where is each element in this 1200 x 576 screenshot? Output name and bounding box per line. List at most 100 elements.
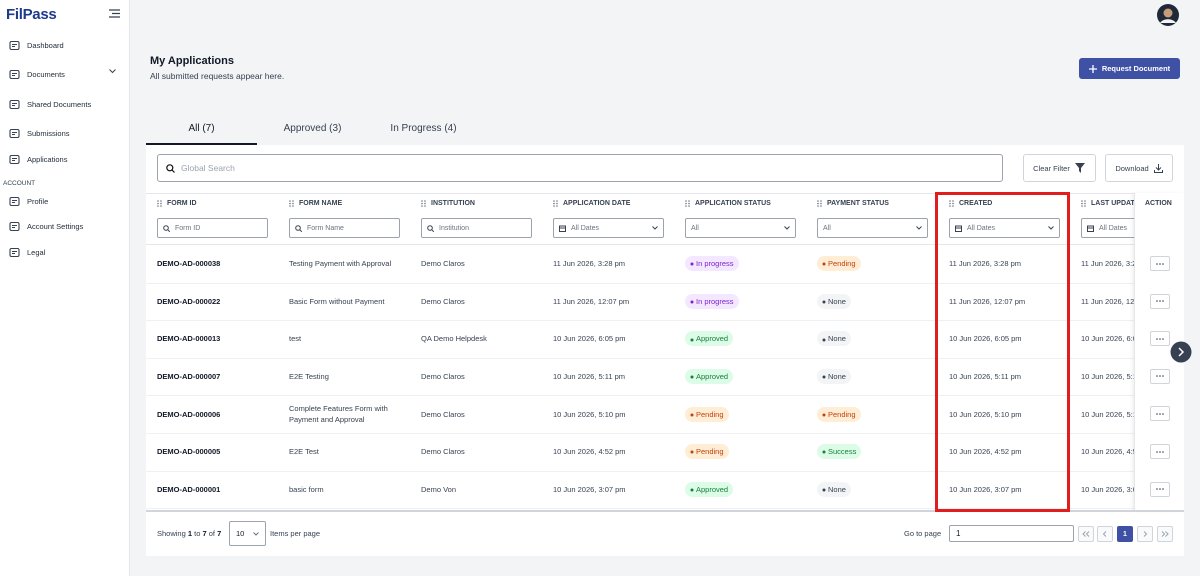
next-page-button[interactable]: [1137, 526, 1153, 542]
status-label: None: [828, 296, 846, 306]
status-badge: Pending: [817, 406, 861, 422]
scroll-right-button[interactable]: [1170, 341, 1192, 363]
column-filter[interactable]: All Dates: [553, 218, 664, 238]
table-cell: Demo Von: [421, 471, 533, 509]
per-page-select[interactable]: 10: [229, 521, 266, 546]
table-cell: In progress: [685, 245, 797, 283]
column-filter[interactable]: All Dates: [949, 218, 1060, 238]
cell-text: DEMO-AD-000006: [157, 409, 221, 419]
filter-placeholder: Form ID: [175, 224, 201, 232]
global-search[interactable]: Global Search: [157, 154, 1003, 182]
showing-part: Showing: [157, 529, 188, 538]
action-button[interactable]: [1150, 331, 1170, 347]
tab[interactable]: Approved (3): [283, 122, 342, 134]
showing-part: 7: [217, 529, 222, 538]
status-dot: [690, 488, 694, 492]
cell-text: DEMO-AD-000022: [157, 296, 221, 306]
status-dot: [822, 375, 826, 379]
search-icon: [163, 224, 170, 232]
sidebar: FilPass Dashboard Documents Shared Documen…: [0, 0, 130, 576]
goto-label: Go to page: [904, 529, 942, 538]
column-filter[interactable]: Form ID: [157, 218, 268, 238]
more-icon: [1156, 375, 1164, 378]
nav-icon: [9, 128, 20, 139]
nav-item[interactable]: Profile: [9, 196, 48, 207]
filter-placeholder: All Dates: [1099, 224, 1128, 232]
cell-text: Demo Claros: [421, 296, 465, 306]
tab[interactable]: In Progress (4): [390, 122, 457, 134]
table-cell: Demo Claros: [421, 245, 533, 283]
table-cell: DEMO-AD-000005: [157, 433, 269, 471]
page-button[interactable]: 1: [1117, 526, 1133, 542]
nav-label: Profile: [27, 197, 49, 206]
cell-text: Demo Von: [421, 484, 457, 494]
button-label: Clear Filter: [1033, 163, 1070, 173]
nav-item[interactable]: Submissions: [9, 128, 70, 139]
column-filter[interactable]: All: [817, 218, 928, 238]
cell-text: 10 Jun 2026, 3:07 pm: [553, 484, 626, 494]
avatar[interactable]: [1157, 4, 1179, 26]
nav-item[interactable]: Applications: [9, 154, 67, 165]
column-label: INSTITUTION: [431, 200, 475, 207]
row-divider: [146, 508, 1134, 510]
nav-label: Submissions: [27, 129, 70, 138]
action-button[interactable]: [1150, 444, 1170, 459]
table-cell: Approved: [685, 471, 797, 509]
showing-part: of: [206, 529, 218, 538]
cell-text: Demo Claros: [421, 259, 465, 269]
status-dot: [690, 262, 694, 266]
action-button[interactable]: [1150, 481, 1170, 497]
nav-label: Applications: [27, 155, 68, 164]
table-cell: DEMO-AD-000013: [157, 320, 269, 358]
action-button[interactable]: [1150, 256, 1170, 271]
table-cell: basic form: [289, 471, 401, 509]
per-page-label: Items per page: [270, 529, 321, 538]
nav-item[interactable]: Documents: [9, 69, 116, 80]
table-cell: Pending: [817, 395, 929, 433]
page-title: My Applications: [150, 55, 234, 67]
first-icon: [1082, 531, 1090, 537]
menu-toggle[interactable]: [109, 9, 120, 18]
table-cell: Pending: [685, 395, 797, 433]
download-button[interactable]: Download: [1105, 154, 1173, 182]
goto-input[interactable]: 1: [949, 525, 1074, 542]
filter-placeholder: All Dates: [571, 224, 600, 232]
table-cell: DEMO-AD-000001: [157, 471, 269, 509]
status-badge: None: [817, 293, 851, 309]
table-top-border: [146, 193, 1184, 194]
showing-part: 1: [187, 529, 193, 538]
cell-text: 10 Jun 2026, 5:11 pm: [553, 372, 625, 382]
nav-item[interactable]: Dashboard: [9, 40, 64, 51]
nav-section: ACCOUNT: [3, 180, 36, 187]
column-header: CREATED: [949, 200, 992, 207]
nav-icon: [9, 99, 20, 110]
nav-item[interactable]: Account Settings: [9, 221, 83, 232]
last-page-button[interactable]: [1157, 526, 1173, 542]
cell-text: 11 Jun 2026, 3:28 pm: [949, 259, 1021, 269]
action-button[interactable]: [1150, 293, 1170, 309]
table-scroll: FORM ID Form ID FORM NAME Form Name INSTITUT…: [146, 193, 1134, 511]
table-panel: [146, 145, 1184, 556]
cell-text: 10 Jun 2026, 4:52 pm: [949, 447, 1022, 457]
table-cell: Success: [817, 433, 929, 471]
table-cell: Basic Form without Payment: [289, 283, 401, 321]
filter-placeholder: Institution: [439, 224, 469, 232]
clear-filter-button[interactable]: Clear Filter: [1023, 154, 1096, 182]
nav-item[interactable]: Legal: [9, 247, 45, 258]
status-label: Pending: [828, 409, 856, 419]
column-filter[interactable]: Institution: [421, 218, 532, 238]
action-button[interactable]: [1150, 368, 1170, 384]
column-header: APPLICATION STATUS: [685, 200, 771, 207]
nav-item[interactable]: Shared Documents: [9, 99, 91, 110]
request-document-button[interactable]: Request Document: [1079, 58, 1180, 79]
cell-text: 10 Jun 2026, 4:52 pm: [553, 447, 626, 457]
prev-page-button[interactable]: [1097, 526, 1113, 542]
action-button[interactable]: [1150, 406, 1170, 422]
cell-text: Basic Form without Payment: [289, 296, 385, 306]
tab[interactable]: All (7): [188, 122, 215, 134]
column-filter[interactable]: All Dates: [1081, 218, 1134, 238]
table-cell: None: [817, 283, 929, 321]
first-page-button[interactable]: [1078, 526, 1094, 542]
column-filter[interactable]: All: [685, 218, 796, 238]
column-filter[interactable]: Form Name: [289, 218, 400, 238]
